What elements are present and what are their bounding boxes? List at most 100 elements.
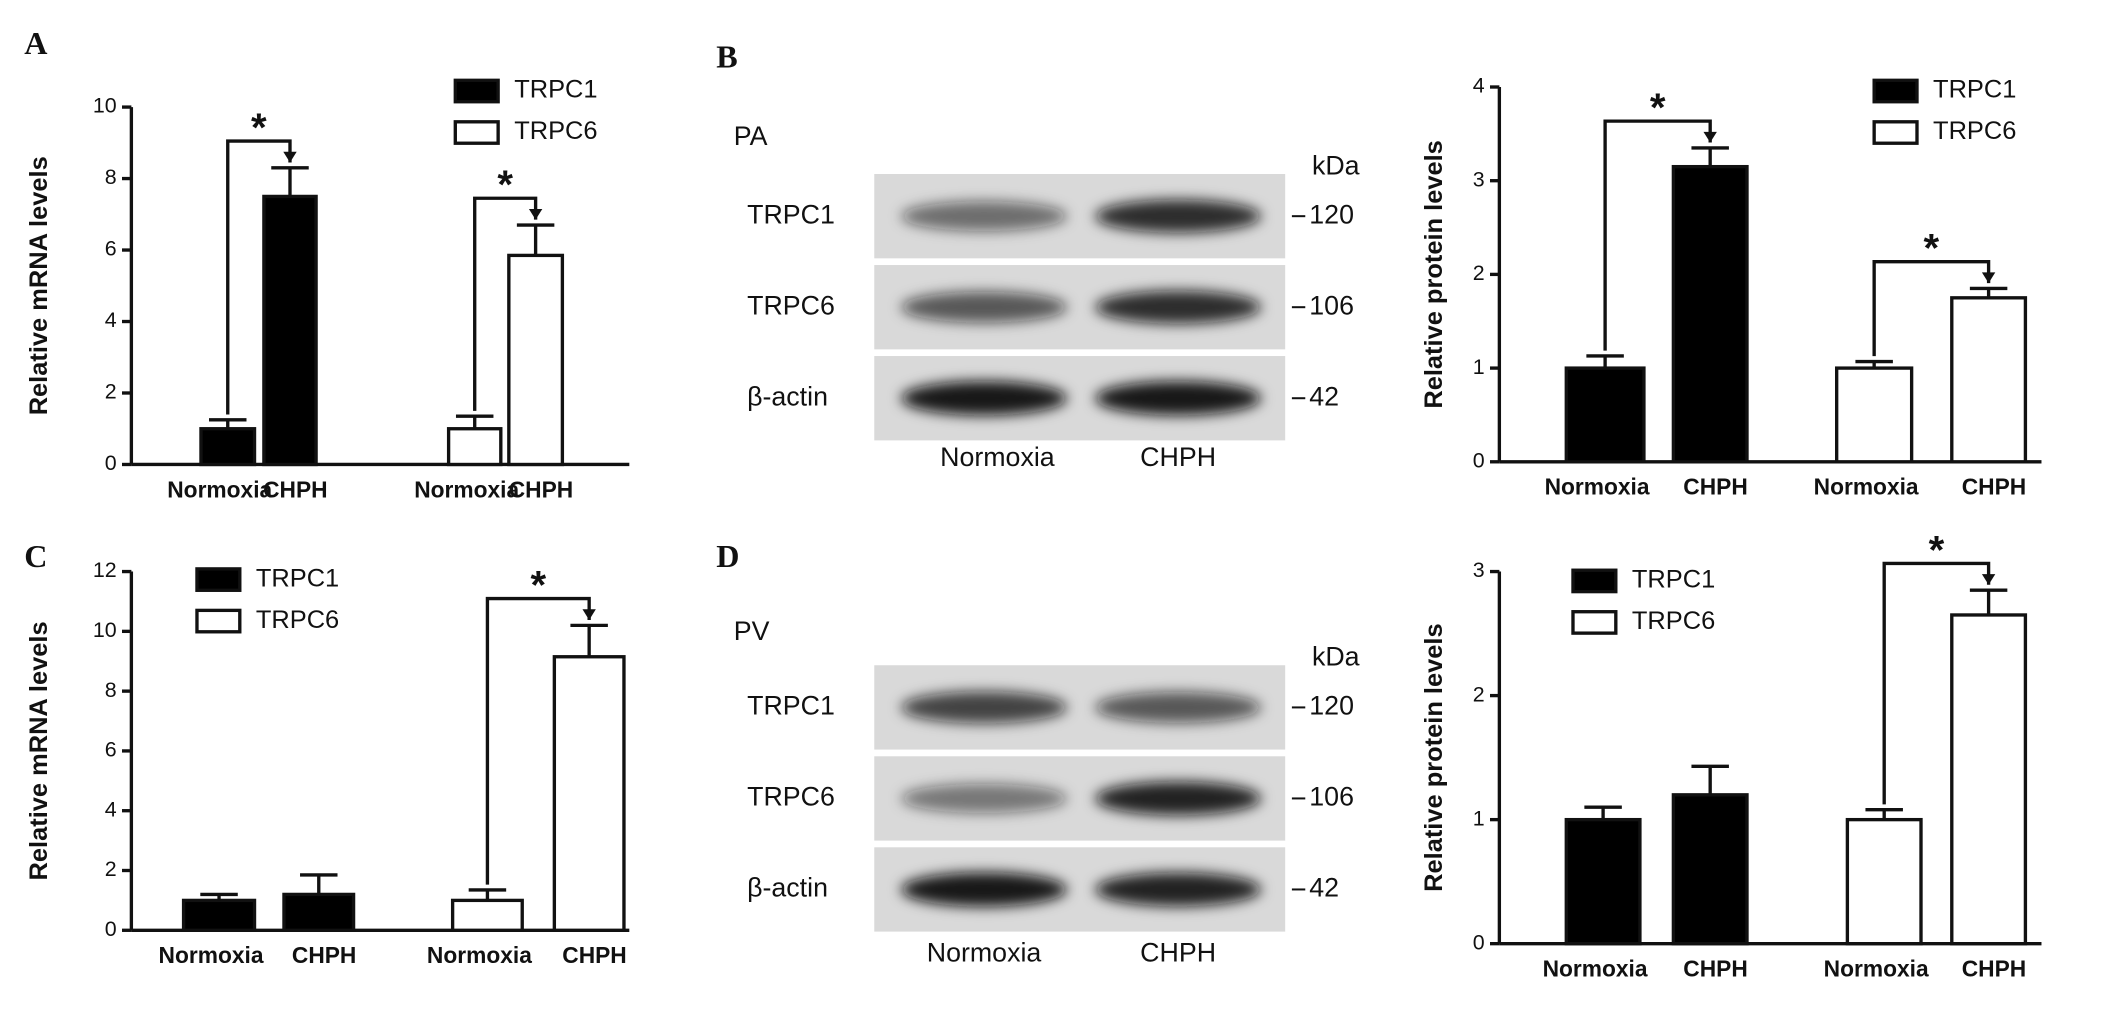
- blot-band: [901, 381, 1068, 416]
- blot-band: [901, 291, 1068, 323]
- bar: [1950, 613, 2028, 946]
- y-tick-label: 0: [1473, 448, 1485, 472]
- lane-label: Normoxia: [927, 937, 1042, 967]
- bar: [1671, 164, 1749, 464]
- legend-swatch: [1571, 610, 1618, 635]
- legend-swatch: [453, 78, 500, 104]
- band-size: 120: [1309, 199, 1354, 229]
- legend-label: TRPC1: [1632, 566, 1715, 594]
- significance-label: *: [1929, 527, 1945, 572]
- y-tick-label: 0: [1473, 930, 1485, 954]
- x-tick-label: Normoxia: [167, 476, 272, 502]
- bar: [1564, 366, 1646, 464]
- significance-label: *: [530, 562, 546, 607]
- significance-label: *: [1650, 85, 1666, 130]
- y-tick-label: 4: [1473, 74, 1485, 98]
- bar: [262, 194, 318, 467]
- y-tick-label: 6: [105, 738, 117, 762]
- y-tick-label: 4: [105, 308, 117, 332]
- x-tick-label: Normoxia: [1824, 955, 1929, 981]
- y-axis-label: Relative mRNA levels: [25, 621, 53, 880]
- legend-label: TRPC6: [256, 606, 339, 634]
- blot-region: PV: [734, 616, 770, 646]
- y-tick-label: 0: [105, 917, 117, 941]
- band-label: TRPC1: [747, 690, 835, 720]
- y-axis-label: Relative protein levels: [1420, 623, 1448, 891]
- x-tick-label: Normoxia: [1545, 474, 1650, 500]
- bar: [1835, 366, 1914, 464]
- y-tick-label: 10: [93, 94, 117, 118]
- x-tick-label: CHPH: [1962, 955, 2026, 981]
- x-tick-label: CHPH: [1962, 474, 2026, 500]
- blot-unit: kDa: [1312, 150, 1360, 180]
- x-tick-label: CHPH: [562, 942, 626, 968]
- bar: [552, 655, 626, 932]
- bar: [446, 427, 503, 467]
- band-label: TRPC6: [747, 290, 835, 320]
- bar: [1671, 793, 1749, 946]
- x-tick-label: CHPH: [1683, 474, 1747, 500]
- legend-swatch: [453, 120, 500, 145]
- legend-label: TRPC6: [514, 117, 597, 145]
- significance-bracket: [485, 596, 591, 885]
- x-tick-label: Normoxia: [427, 942, 532, 968]
- blot-unit: kDa: [1312, 642, 1360, 672]
- y-tick-label: 6: [105, 237, 117, 261]
- legend-label: TRPC1: [514, 76, 597, 104]
- legend-swatch: [1872, 78, 1919, 104]
- legend-label: TRPC6: [1933, 117, 2016, 145]
- blot-band: [1095, 781, 1262, 816]
- band-size: 106: [1309, 782, 1354, 812]
- blot-band: [1095, 199, 1262, 233]
- blot-band: [1095, 381, 1262, 416]
- band-size: 106: [1309, 290, 1354, 320]
- bar: [507, 253, 565, 467]
- y-tick-label: 1: [1473, 806, 1485, 830]
- blot-band: [901, 783, 1068, 814]
- y-tick-label: 4: [105, 797, 117, 821]
- lane-label: CHPH: [1140, 442, 1216, 472]
- y-tick-label: 0: [105, 451, 117, 475]
- band-size: 42: [1309, 381, 1339, 411]
- bar: [1564, 817, 1642, 946]
- panel-label: A: [24, 25, 47, 61]
- bar: [1845, 817, 1923, 946]
- legend-swatch: [195, 567, 242, 592]
- blot-band: [901, 872, 1068, 907]
- x-tick-label: CHPH: [263, 476, 327, 502]
- bracket-arrow: [528, 208, 543, 220]
- y-tick-label: 2: [105, 380, 117, 404]
- significance-label: *: [251, 105, 267, 150]
- y-tick-label: 3: [1473, 558, 1485, 582]
- panel-label: B: [716, 39, 737, 75]
- legend-label: TRPC1: [256, 564, 339, 592]
- bracket-arrow: [1981, 574, 1996, 585]
- blot-band: [901, 691, 1068, 724]
- x-tick-label: Normoxia: [1814, 474, 1919, 500]
- y-tick-label: 8: [105, 165, 117, 189]
- blot-band: [901, 201, 1068, 232]
- band-size: 42: [1309, 873, 1339, 903]
- blot-band: [1095, 691, 1262, 723]
- x-tick-label: CHPH: [509, 476, 573, 502]
- legend-swatch: [1872, 120, 1919, 145]
- y-tick-label: 8: [105, 678, 117, 702]
- bar: [1950, 296, 2028, 464]
- blot-region: PA: [734, 121, 768, 151]
- lane-label: CHPH: [1140, 937, 1216, 967]
- x-tick-label: CHPH: [1683, 955, 1747, 981]
- y-tick-label: 2: [1473, 261, 1485, 285]
- y-tick-label: 12: [93, 558, 117, 582]
- blot-band: [1095, 290, 1262, 324]
- band-label: β-actin: [747, 381, 828, 411]
- band-label: TRPC1: [747, 199, 835, 229]
- x-tick-label: Normoxia: [1543, 955, 1648, 981]
- panel-label: C: [24, 538, 47, 574]
- legend-swatch: [195, 608, 242, 634]
- x-tick-label: Normoxia: [414, 476, 519, 502]
- y-axis-label: Relative protein levels: [1420, 140, 1448, 408]
- bracket-arrow: [1703, 131, 1717, 143]
- legend-label: TRPC6: [1632, 607, 1715, 635]
